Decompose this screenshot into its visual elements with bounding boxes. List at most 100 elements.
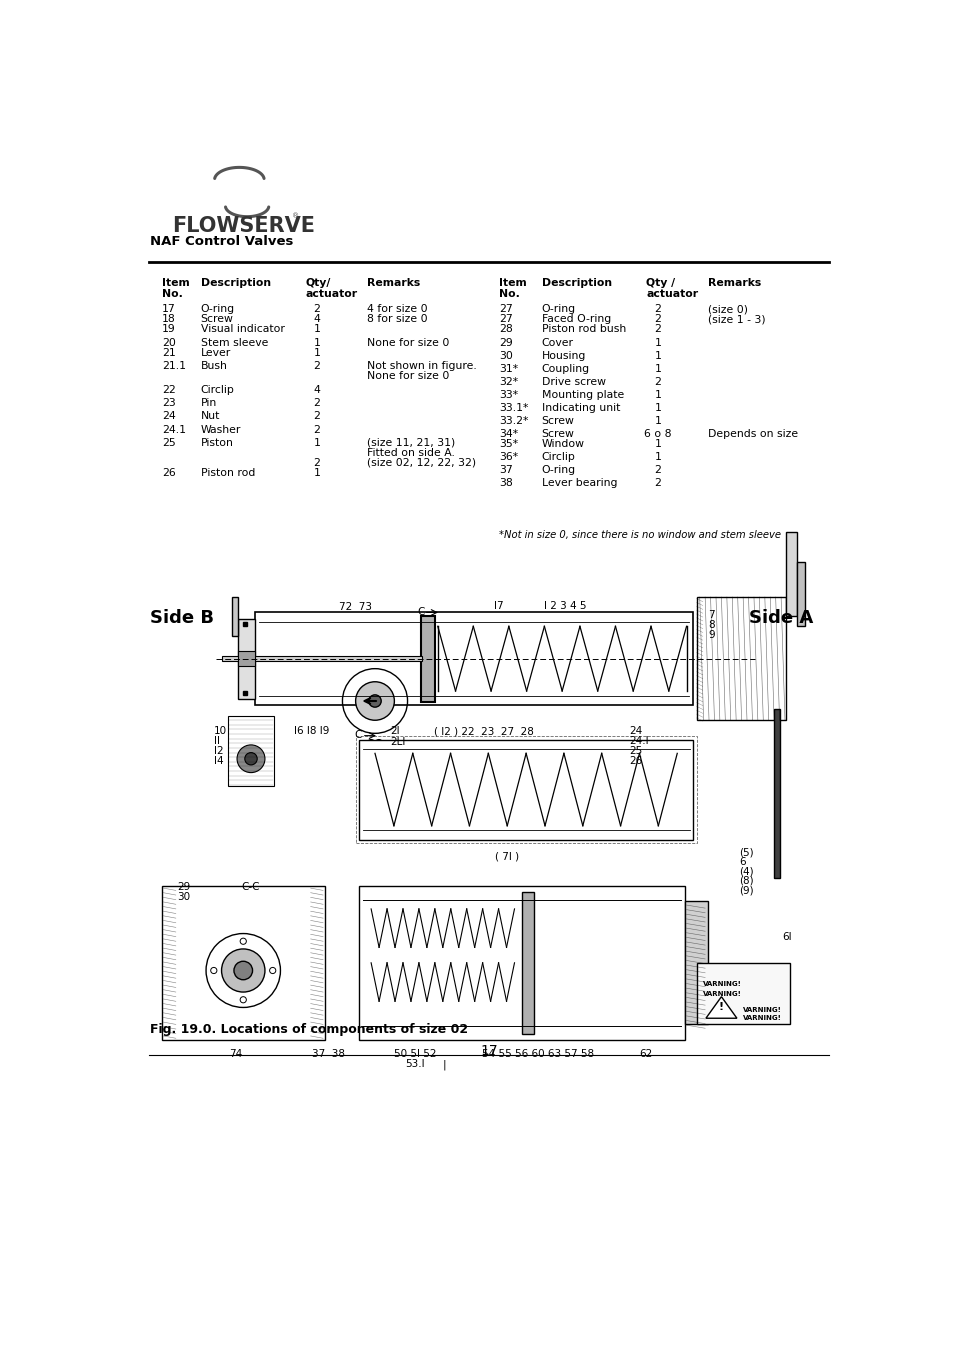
Text: 24.I: 24.I bbox=[629, 736, 648, 747]
Text: 21: 21 bbox=[162, 347, 175, 358]
Text: 6I: 6I bbox=[781, 931, 791, 942]
Text: (size 1 - 3): (size 1 - 3) bbox=[707, 315, 765, 324]
Text: 35*: 35* bbox=[498, 439, 517, 450]
Text: 1: 1 bbox=[654, 338, 660, 347]
Text: VARNING!: VARNING! bbox=[702, 991, 740, 996]
Text: 1: 1 bbox=[654, 363, 660, 374]
Text: Screw: Screw bbox=[200, 315, 233, 324]
Circle shape bbox=[240, 938, 246, 944]
Text: 27: 27 bbox=[498, 305, 512, 315]
Text: 24: 24 bbox=[162, 412, 175, 421]
Text: Housing: Housing bbox=[541, 351, 585, 360]
Text: Window: Window bbox=[541, 439, 584, 450]
Text: 2LI: 2LI bbox=[390, 737, 405, 747]
Bar bbox=[797, 562, 804, 626]
Text: 24.1: 24.1 bbox=[162, 424, 186, 435]
Text: 1: 1 bbox=[314, 437, 320, 448]
Text: 1: 1 bbox=[654, 416, 660, 427]
Text: (4): (4) bbox=[739, 867, 753, 876]
Text: 6 o 8: 6 o 8 bbox=[643, 429, 671, 439]
Text: 32*: 32* bbox=[498, 377, 517, 387]
Text: FLOWSERVE: FLOWSERVE bbox=[172, 216, 314, 236]
Text: 22: 22 bbox=[162, 385, 175, 396]
Text: 2: 2 bbox=[314, 424, 320, 435]
Text: 23: 23 bbox=[162, 398, 175, 409]
Text: 17: 17 bbox=[162, 305, 175, 315]
Text: 28: 28 bbox=[498, 324, 512, 335]
Text: 36*: 36* bbox=[498, 452, 517, 462]
Text: 7: 7 bbox=[707, 610, 714, 620]
Text: 29: 29 bbox=[498, 338, 512, 347]
Text: Piston rod bush: Piston rod bush bbox=[541, 324, 625, 335]
Text: 74: 74 bbox=[229, 1049, 242, 1058]
Text: 2: 2 bbox=[654, 466, 660, 475]
Text: 1: 1 bbox=[654, 452, 660, 462]
Text: Item
No.: Item No. bbox=[162, 278, 190, 300]
Text: 2: 2 bbox=[654, 315, 660, 324]
Text: Piston rod: Piston rod bbox=[200, 467, 254, 478]
Circle shape bbox=[240, 996, 246, 1003]
Text: 2: 2 bbox=[654, 305, 660, 315]
Circle shape bbox=[270, 968, 275, 973]
Text: 4: 4 bbox=[314, 315, 320, 324]
Text: Description: Description bbox=[541, 278, 611, 288]
Bar bbox=[237, 618, 254, 699]
Text: 24: 24 bbox=[629, 726, 641, 736]
Circle shape bbox=[377, 741, 380, 745]
Text: Washer: Washer bbox=[200, 424, 241, 435]
Circle shape bbox=[355, 682, 394, 721]
Text: 26: 26 bbox=[629, 756, 641, 767]
Bar bbox=[359, 740, 692, 840]
Text: I6 I8 I9: I6 I8 I9 bbox=[294, 726, 329, 736]
Text: VARNING!: VARNING! bbox=[702, 981, 740, 987]
Text: Item
No.: Item No. bbox=[498, 278, 526, 300]
Circle shape bbox=[245, 752, 257, 765]
Text: 33*: 33* bbox=[498, 390, 517, 400]
Text: 25: 25 bbox=[629, 747, 641, 756]
Text: 1: 1 bbox=[314, 324, 320, 335]
Text: Drive screw: Drive screw bbox=[541, 377, 605, 387]
Text: 54 55 56 60 63 57 58: 54 55 56 60 63 57 58 bbox=[481, 1049, 593, 1058]
Text: II: II bbox=[213, 736, 219, 747]
Polygon shape bbox=[705, 996, 736, 1018]
Text: 2: 2 bbox=[314, 360, 320, 371]
Text: *Not in size 0, since there is no window and stem sleeve: *Not in size 0, since there is no window… bbox=[498, 531, 781, 540]
Text: 34*: 34* bbox=[498, 429, 517, 439]
Text: 9: 9 bbox=[707, 630, 714, 640]
Text: Qty/
actuator: Qty/ actuator bbox=[305, 278, 357, 300]
Bar bbox=[228, 717, 274, 786]
Bar bbox=[355, 736, 696, 844]
Text: Fig. 19.0. Locations of components of size 02: Fig. 19.0. Locations of components of si… bbox=[150, 1023, 468, 1035]
Text: Pin: Pin bbox=[200, 398, 216, 409]
Text: Indicating unit: Indicating unit bbox=[541, 404, 619, 413]
Text: 17: 17 bbox=[479, 1044, 497, 1057]
Text: Screw: Screw bbox=[541, 416, 574, 427]
Text: 26: 26 bbox=[162, 467, 175, 478]
Bar bbox=[222, 656, 421, 662]
Bar bbox=[162, 886, 324, 1040]
Text: (9): (9) bbox=[739, 886, 753, 895]
Text: NAF Control Valves: NAF Control Valves bbox=[150, 235, 294, 248]
Text: Nut: Nut bbox=[200, 412, 220, 421]
Text: !: ! bbox=[719, 1003, 723, 1012]
Text: 2: 2 bbox=[314, 305, 320, 315]
Text: C: C bbox=[354, 730, 361, 740]
Text: 8: 8 bbox=[707, 620, 714, 630]
Text: 6: 6 bbox=[739, 857, 745, 867]
Text: 1: 1 bbox=[654, 439, 660, 450]
Circle shape bbox=[211, 968, 216, 973]
Text: 1: 1 bbox=[654, 404, 660, 413]
Text: None for size 0: None for size 0 bbox=[367, 371, 449, 381]
Text: 25: 25 bbox=[162, 437, 175, 448]
Text: 72  73: 72 73 bbox=[338, 602, 372, 613]
Bar bbox=[359, 886, 684, 1040]
Bar bbox=[421, 616, 435, 702]
Text: |: | bbox=[442, 1058, 446, 1069]
Text: 1: 1 bbox=[314, 338, 320, 347]
Text: 2: 2 bbox=[654, 478, 660, 489]
Text: 30: 30 bbox=[177, 892, 191, 902]
Circle shape bbox=[236, 745, 265, 772]
Text: 2: 2 bbox=[314, 412, 320, 421]
Text: 2I: 2I bbox=[390, 726, 399, 736]
Text: Fitted on side A.: Fitted on side A. bbox=[367, 448, 455, 458]
